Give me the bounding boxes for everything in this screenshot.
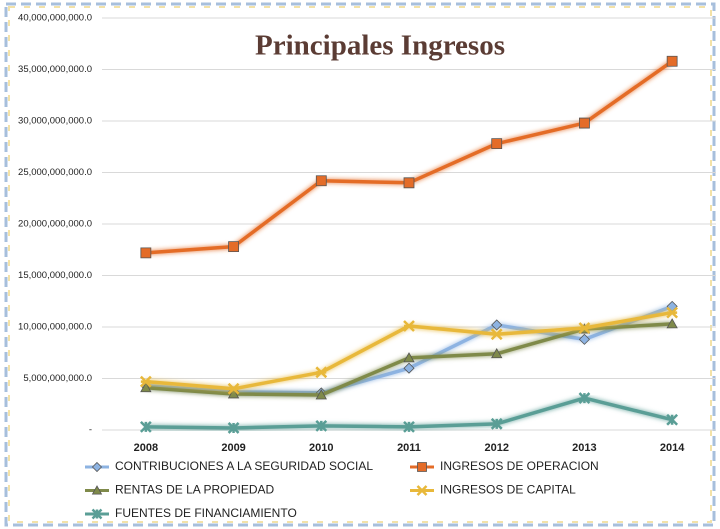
legend-label: INGRESOS DE OPERACION (440, 459, 599, 473)
point (140, 247, 152, 259)
x-tick-label: 2014 (660, 442, 685, 454)
x-tick-label: 2009 (221, 442, 245, 454)
point (403, 177, 415, 189)
point (315, 389, 327, 400)
point (491, 319, 503, 331)
chart-title: Principales Ingresos (255, 30, 505, 62)
y-tick-label: 35,000,000,000.0 (18, 64, 92, 75)
point (315, 419, 328, 432)
legend-label: RENTAS DE LA PROPIEDAD (115, 483, 274, 497)
y-tick-label: - (89, 425, 92, 436)
point (491, 347, 503, 359)
point (403, 320, 415, 332)
x-tick-label: 2008 (134, 442, 158, 454)
y-tick-label: 15,000,000,000.0 (18, 270, 92, 281)
y-tick-label: 5,000,000,000.0 (23, 373, 92, 384)
point (578, 392, 591, 404)
point (403, 352, 415, 363)
point (139, 375, 152, 388)
point (228, 241, 239, 253)
point (666, 306, 679, 319)
point (315, 366, 328, 379)
point (491, 138, 503, 150)
legend-marker (416, 485, 428, 496)
point (490, 328, 503, 341)
point (666, 55, 678, 67)
y-tick-label: 30,000,000,000.0 (18, 116, 92, 127)
y-tick-label: 20,000,000,000.0 (18, 219, 92, 230)
point (403, 362, 415, 374)
x-tick-label: 2012 (484, 442, 508, 454)
legend-label: INGRESOS DE CAPITAL (440, 483, 576, 497)
legend-label: FUENTES DE FINANCIAMIENTO (115, 506, 297, 520)
x-tick-label: 2010 (309, 442, 333, 454)
point (666, 318, 678, 329)
point (578, 333, 590, 345)
point (227, 422, 240, 434)
point (227, 388, 240, 399)
x-tick-label: 2013 (572, 442, 596, 454)
frame-inner (8, 6, 712, 523)
frame (4, 2, 716, 527)
y-tick-label: 25,000,000,000.0 (18, 167, 92, 178)
point (315, 175, 327, 187)
legend-marker (417, 462, 427, 472)
y-tick-label: 10,000,000,000.0 (18, 322, 92, 333)
legend-marker (91, 485, 103, 495)
series-line (145, 304, 673, 395)
point (403, 421, 415, 433)
legend-marker (91, 508, 103, 520)
x-tick-label: 2011 (397, 442, 421, 454)
series-line (145, 310, 673, 391)
y-tick-label: 40,000,000,000.0 (18, 13, 92, 24)
legend-marker (91, 461, 103, 473)
point (579, 117, 590, 129)
point (578, 322, 591, 334)
legend-label: CONTRIBUCIONES A LA SEGURIDAD SOCIAL (115, 459, 373, 473)
point (139, 421, 152, 433)
point (140, 381, 152, 393)
point (227, 382, 240, 395)
point (490, 417, 503, 430)
point (666, 413, 679, 426)
